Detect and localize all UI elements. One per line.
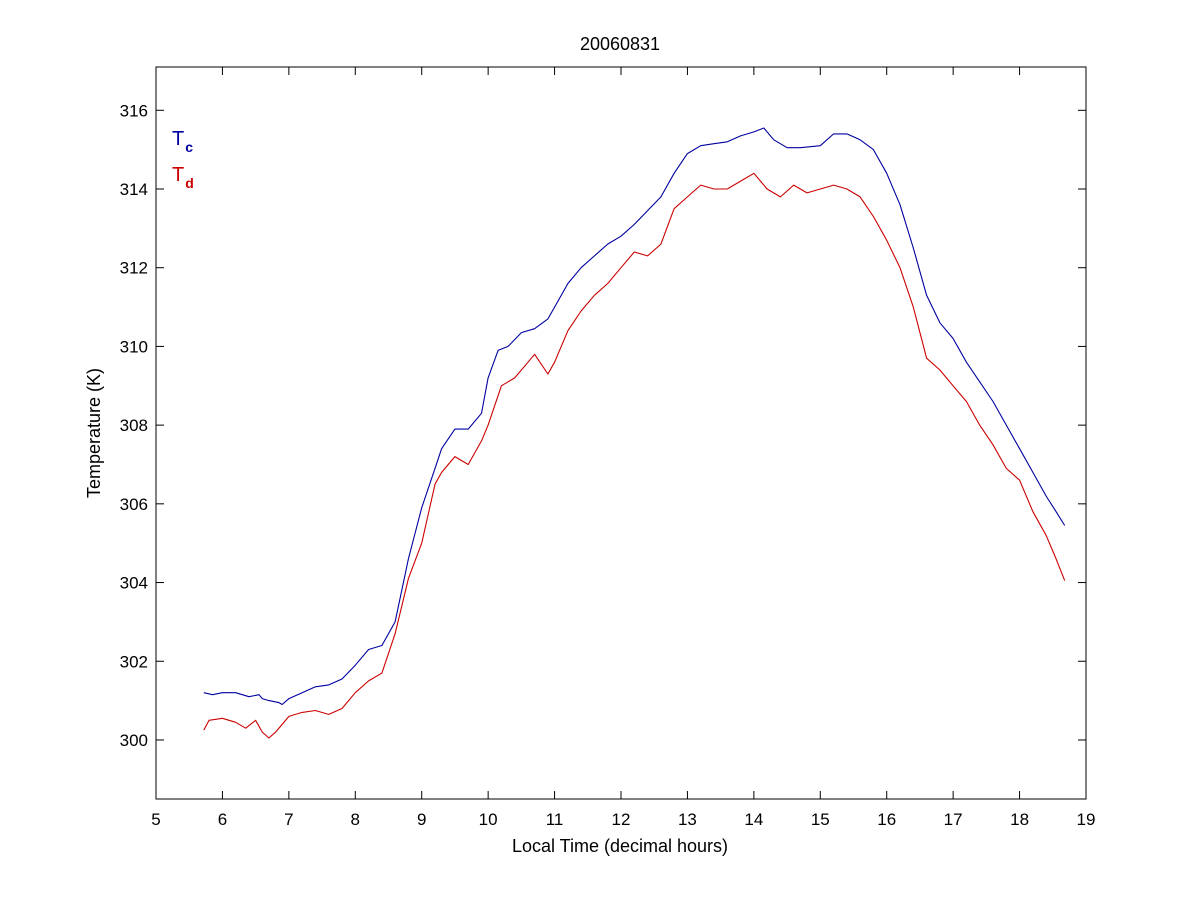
- legend-entry-main: T: [172, 128, 184, 150]
- y-tick-label: 310: [120, 337, 148, 356]
- y-tick-label: 302: [120, 652, 148, 671]
- y-tick-label: 312: [120, 259, 148, 278]
- legend-entry-subscript: c: [185, 139, 193, 155]
- legend-entry: Tc: [172, 128, 193, 155]
- x-tick-label: 17: [944, 810, 963, 829]
- y-tick-label: 308: [120, 416, 148, 435]
- y-tick-label: 316: [120, 101, 148, 120]
- series-line-td: [203, 172, 1066, 739]
- x-tick-label: 7: [284, 810, 293, 829]
- series-layer: [203, 127, 1066, 739]
- chart-title: 20060831: [580, 34, 660, 54]
- y-axis: 300 302 304 306 308 310 312 314 316: [120, 101, 1086, 750]
- x-tick-label: 10: [479, 810, 498, 829]
- legend-entry: Td: [172, 164, 194, 191]
- y-tick-label: 300: [120, 731, 148, 750]
- x-tick-label: 14: [744, 810, 763, 829]
- x-tick-label: 5: [151, 810, 160, 829]
- x-tick-label: 13: [678, 810, 697, 829]
- x-tick-label: 8: [351, 810, 360, 829]
- legend-entry-subscript: d: [185, 175, 194, 191]
- x-tick-label: 9: [417, 810, 426, 829]
- plot-area: [155, 66, 1087, 800]
- y-tick-label: 306: [120, 495, 148, 514]
- x-tick-label: 12: [612, 810, 631, 829]
- series-line-tc: [203, 127, 1066, 706]
- x-tick-label: 18: [1010, 810, 1029, 829]
- y-axis-label: Temperature (K): [84, 368, 104, 498]
- y-tick-label: 304: [120, 574, 148, 593]
- x-axis-label: Local Time (decimal hours): [512, 836, 728, 856]
- x-tick-label: 11: [546, 810, 564, 829]
- x-tick-label: 6: [218, 810, 227, 829]
- x-tick-label: 19: [1077, 810, 1096, 829]
- legend-entry-main: T: [172, 164, 184, 186]
- y-tick-label: 314: [120, 180, 148, 199]
- x-tick-label: 16: [877, 810, 896, 829]
- x-axis: 5 6 7 8 9 10 11 12 13 14 15 16 17 18 19: [151, 67, 1095, 829]
- x-tick-label: 15: [811, 810, 830, 829]
